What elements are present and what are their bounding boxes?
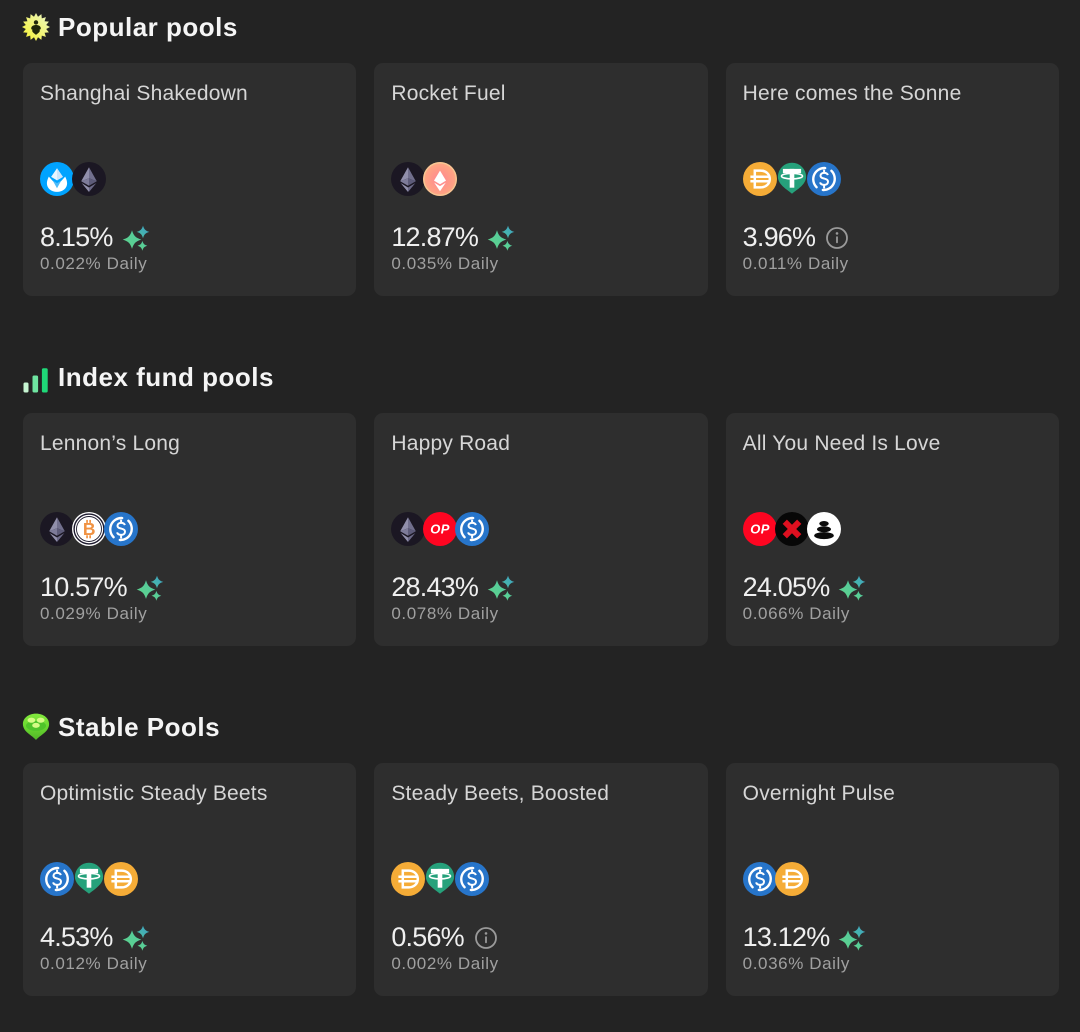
svg-text:OP: OP xyxy=(431,522,451,537)
svg-text:B: B xyxy=(83,519,96,539)
svg-text:OP: OP xyxy=(750,522,770,537)
